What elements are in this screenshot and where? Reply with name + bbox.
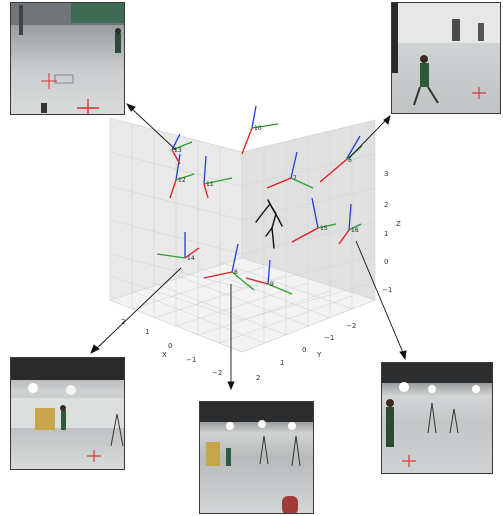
camera-id-label: 14	[187, 255, 195, 262]
camera-axis-z	[267, 259, 271, 285]
camera-triad: 8	[203, 243, 255, 291]
y-tick: 1	[280, 359, 284, 367]
camera-triad: 9	[245, 259, 293, 295]
view-top-right	[391, 2, 501, 114]
camera-axis-z	[203, 155, 207, 185]
camera-axis-y	[290, 177, 314, 189]
camera-id-label: 13	[174, 147, 182, 154]
camera-axis-z	[251, 105, 257, 129]
grid-lines	[109, 124, 376, 344]
camera-axis-y	[171, 141, 193, 151]
z-tick: 3	[384, 170, 388, 178]
skeleton	[255, 199, 283, 249]
camera-axis-x	[241, 127, 253, 155]
y-axis-ticks: −2 −1 0 1 2 Y	[256, 322, 356, 382]
x-axis-label: X	[162, 351, 167, 359]
camera-axis-y	[231, 271, 255, 291]
camera-axis-x	[184, 247, 200, 259]
camera-axis-z	[345, 135, 361, 161]
camera-triad: 15	[291, 197, 337, 243]
camera-axis-y	[175, 173, 195, 181]
y-tick: −2	[346, 322, 356, 330]
z-tick: −1	[382, 286, 392, 294]
camera-axis-x	[169, 179, 177, 199]
y-axis-label: Y	[316, 351, 322, 359]
camera-id-label: 16	[351, 227, 359, 234]
camera-triad: 12	[169, 153, 195, 199]
camera-axis-y	[348, 223, 362, 231]
camera-axis-x	[245, 277, 269, 285]
y-tick: 2	[256, 374, 260, 382]
view-bottom-center	[199, 401, 314, 514]
view-bottom-right-scene	[382, 363, 492, 467]
camera-triad: 16	[338, 203, 362, 245]
camera-triad: 10	[241, 105, 279, 155]
x-tick: −2	[212, 369, 222, 377]
view-top-left-scene	[11, 3, 124, 114]
camera-axis-z	[311, 197, 319, 229]
y-tick: 0	[302, 346, 306, 354]
camera-id-label: 9	[270, 281, 274, 288]
camera-id-label: 6	[348, 157, 352, 164]
y-tick: −1	[324, 334, 334, 342]
view-bottom-right	[381, 362, 493, 474]
camera-id-label: 15	[320, 225, 328, 232]
view-bottom-left	[10, 357, 125, 470]
camera-triad: 7	[266, 151, 314, 189]
x-tick: −1	[186, 356, 196, 364]
camera-axis-z	[231, 243, 239, 273]
camera-axis-x	[203, 183, 209, 199]
camera-axis-x	[171, 149, 181, 165]
camera-id-label: 12	[178, 177, 186, 184]
camera-id-label: 8	[234, 269, 238, 276]
camera-axis-x	[203, 271, 233, 279]
view-top-right-scene	[392, 3, 500, 106]
camera-id-label: 10	[254, 125, 262, 132]
view-bottom-center-scene	[200, 402, 313, 513]
camera-axis-z	[290, 151, 298, 179]
camera-axis-y	[317, 223, 337, 229]
camera-axis-y	[267, 283, 293, 295]
camera-axis-x	[319, 159, 347, 183]
x-tick: 0	[168, 342, 172, 350]
view-top-left	[10, 2, 125, 115]
camera-axis-y	[156, 253, 186, 259]
camera-axis-x	[338, 229, 350, 245]
camera-id-label: 7	[293, 175, 297, 182]
camera-axis-x	[291, 227, 319, 243]
view-pointers	[90, 103, 407, 391]
z-tick: 1	[384, 230, 388, 238]
camera-axis-x	[266, 177, 292, 189]
camera-axis-z	[175, 153, 181, 181]
z-axis-label: Z	[396, 220, 401, 228]
camera-triad: 11	[203, 155, 233, 199]
camera-axis-z	[348, 203, 352, 231]
x-tick: 1	[145, 328, 149, 336]
z-tick: 0	[384, 258, 388, 266]
z-axis-ticks: 3 2 1 0 −1 Z	[382, 170, 401, 294]
camera-id-label: 11	[206, 181, 214, 188]
x-tick: 2	[121, 318, 125, 326]
x-axis-ticks: 2 1 0 −1 −2 X	[121, 318, 222, 377]
camera-axis-y	[251, 123, 279, 129]
camera-triad: 14	[156, 232, 200, 262]
camera-axis-y	[203, 177, 233, 185]
z-tick: 2	[384, 201, 388, 209]
view-bottom-left-scene	[11, 358, 124, 462]
